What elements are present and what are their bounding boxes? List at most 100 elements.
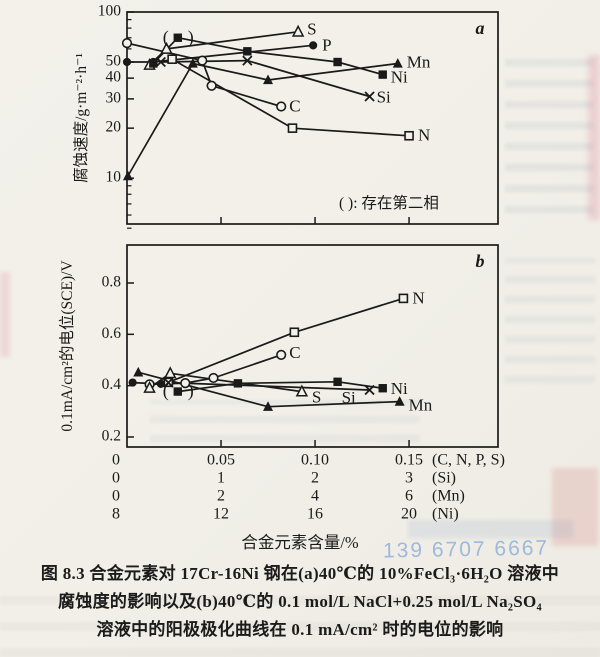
series-b-C-label: C xyxy=(289,343,300,362)
x-row-element-suffix: (Si) xyxy=(432,470,456,487)
series-b-Mn-markers xyxy=(133,366,405,411)
series-a-Ni-label: Ni xyxy=(391,68,408,87)
filled-square-marker xyxy=(173,387,182,396)
x-cross-marker xyxy=(155,56,166,68)
x-tick-label: 6 xyxy=(405,488,413,505)
y-tick-label: 50 xyxy=(106,53,122,70)
open-triangle-marker xyxy=(160,41,173,54)
filled-square-marker xyxy=(378,384,387,393)
x-tick-label: 2 xyxy=(217,488,225,505)
x-cross-marker xyxy=(242,55,253,66)
panel-label-b: b xyxy=(476,251,485,271)
plot-frame xyxy=(126,244,499,448)
y-axis-title-b: 0.1mA/cm²的电位(SCE)/V xyxy=(58,260,76,432)
x-tick-label: 0 xyxy=(112,488,120,505)
filled-square-marker xyxy=(173,33,182,42)
open-triangle-marker xyxy=(295,384,309,397)
y-axis-title-a: 腐蚀速度/g·m⁻²·h⁻¹ xyxy=(72,53,90,183)
x-axis-title: 合金元素含量/% xyxy=(241,533,359,552)
filled-square-marker xyxy=(378,70,387,79)
filled-triangle-marker xyxy=(187,58,198,68)
y-tick-label: 0.4 xyxy=(102,376,122,393)
second-phase-paren-close: ) xyxy=(188,381,194,402)
caption-line-2: 腐蚀度的影响以及(b)40℃的 0.1 mol/L NaCl+0.25 mol/… xyxy=(58,592,542,611)
filled-square-marker xyxy=(243,47,252,56)
series-b-Si-markers xyxy=(163,377,375,396)
series-b-S-markers xyxy=(143,366,309,397)
open-triangle-marker xyxy=(164,366,177,379)
y-tick-label: 40 xyxy=(106,69,122,86)
series-a-Ni-markers xyxy=(149,33,387,79)
open-circle-marker xyxy=(121,37,133,49)
y-tick-label: 0.2 xyxy=(102,428,121,445)
series-a-Mn-label: Mn xyxy=(407,52,431,71)
x-cross-marker xyxy=(364,91,375,102)
x-tick-label: 16 xyxy=(307,506,323,523)
series-b-Si-line xyxy=(168,381,370,391)
caption-line-3: 溶液中的阳极极化曲线在 0.1 mA/cm² 时的电位的影响 xyxy=(96,620,504,639)
filled-circle-marker xyxy=(156,379,165,388)
series-a-S-label: S xyxy=(307,20,316,39)
x-tick-label: 1 xyxy=(217,470,225,487)
filled-triangle-marker xyxy=(392,58,403,68)
x-row-element-suffix: (C, N, P, S) xyxy=(432,452,505,469)
y-axis: 0.8 0.6 0.4 0.2 xyxy=(102,274,134,445)
filled-circle-marker xyxy=(122,57,132,67)
y-tick-label: 0.6 xyxy=(102,325,122,342)
open-square-marker xyxy=(404,130,414,141)
open-circle-marker xyxy=(197,55,208,66)
open-circle-marker xyxy=(180,377,191,389)
filled-triangle-marker xyxy=(263,401,274,411)
open-triangle-marker xyxy=(143,380,156,393)
series-b-Ni-markers xyxy=(173,377,387,396)
series-a-Mn-line xyxy=(127,62,398,177)
open-circle-marker xyxy=(276,349,287,360)
x-tick-label: 0.10 xyxy=(301,452,329,469)
x-axis-row-CNPS: 0 0.05 0.10 0.15 (C, N, P, S) xyxy=(112,452,505,469)
x-axis-row-Ni: 8 12 16 20 (Ni) xyxy=(112,506,459,523)
open-square-marker xyxy=(398,293,409,304)
filled-triangle-marker xyxy=(133,366,144,377)
y-tick-label: 30 xyxy=(106,89,122,106)
series-b-Ni-label: Ni xyxy=(391,379,408,398)
series-a-C-label: C xyxy=(289,96,300,115)
figure-caption: 图 8.3 合金元素对 17Cr-16Ni 钢在(a)40℃的 10%FeCl₃… xyxy=(0,560,600,644)
x-tick-label: 0.05 xyxy=(207,452,235,469)
x-axis-label-rows: 0 0.05 0.10 0.15 (C, N, P, S)0 1 2 3 (Si)0 2 4 6 (Mn… xyxy=(112,452,505,552)
x-axis-row-Mn: 0 2 4 6 (Mn) xyxy=(112,488,465,505)
open-circle-marker xyxy=(206,80,217,91)
filled-square-marker xyxy=(149,59,158,68)
series-b-P-markers xyxy=(128,378,165,388)
series-b-Si-label: Si xyxy=(342,388,356,407)
filled-triangle-marker xyxy=(263,74,274,85)
caption-line-1: 图 8.3 合金元素对 17Cr-16Ni 钢在(a)40℃的 10%FeCl₃… xyxy=(40,564,560,583)
x-tick-label: 0 xyxy=(112,452,120,469)
series-a-P-label: P xyxy=(322,35,331,54)
series-a-C-markers xyxy=(121,37,287,112)
series-a-Si-label: Si xyxy=(377,87,391,106)
open-circle-marker xyxy=(276,101,287,112)
x-tick-label: 20 xyxy=(401,506,417,523)
series-b-C-markers xyxy=(144,349,287,390)
x-tick-label: 2 xyxy=(311,470,319,487)
x-tick-label: 4 xyxy=(311,488,319,505)
y-tick-label: 20 xyxy=(106,119,122,136)
open-square-marker xyxy=(167,54,177,64)
y-tick-label: 100 xyxy=(98,3,122,20)
filled-triangle-marker xyxy=(122,170,133,181)
y-tick-label: 10 xyxy=(106,169,122,186)
x-tick-label: 0.15 xyxy=(395,452,423,469)
filled-circle-marker xyxy=(128,378,137,387)
filled-circle-marker xyxy=(309,41,318,50)
series-b-N-label: N xyxy=(412,288,424,307)
series-a-Si-markers xyxy=(155,55,375,102)
x-row-element-suffix: (Ni) xyxy=(432,506,459,523)
x-tick-label: 3 xyxy=(405,470,413,487)
series-a-Mn-markers xyxy=(122,58,403,181)
filled-square-marker xyxy=(333,57,342,67)
filled-square-marker xyxy=(333,377,342,387)
